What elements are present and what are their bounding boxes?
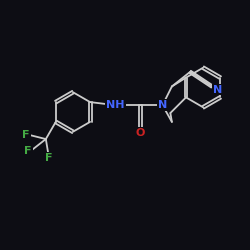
- Text: F: F: [45, 153, 52, 163]
- Text: F: F: [24, 146, 32, 156]
- Text: N: N: [212, 84, 222, 94]
- Text: NH: NH: [106, 100, 125, 110]
- Text: O: O: [136, 128, 145, 138]
- Text: N: N: [158, 100, 167, 110]
- Text: F: F: [22, 130, 30, 140]
